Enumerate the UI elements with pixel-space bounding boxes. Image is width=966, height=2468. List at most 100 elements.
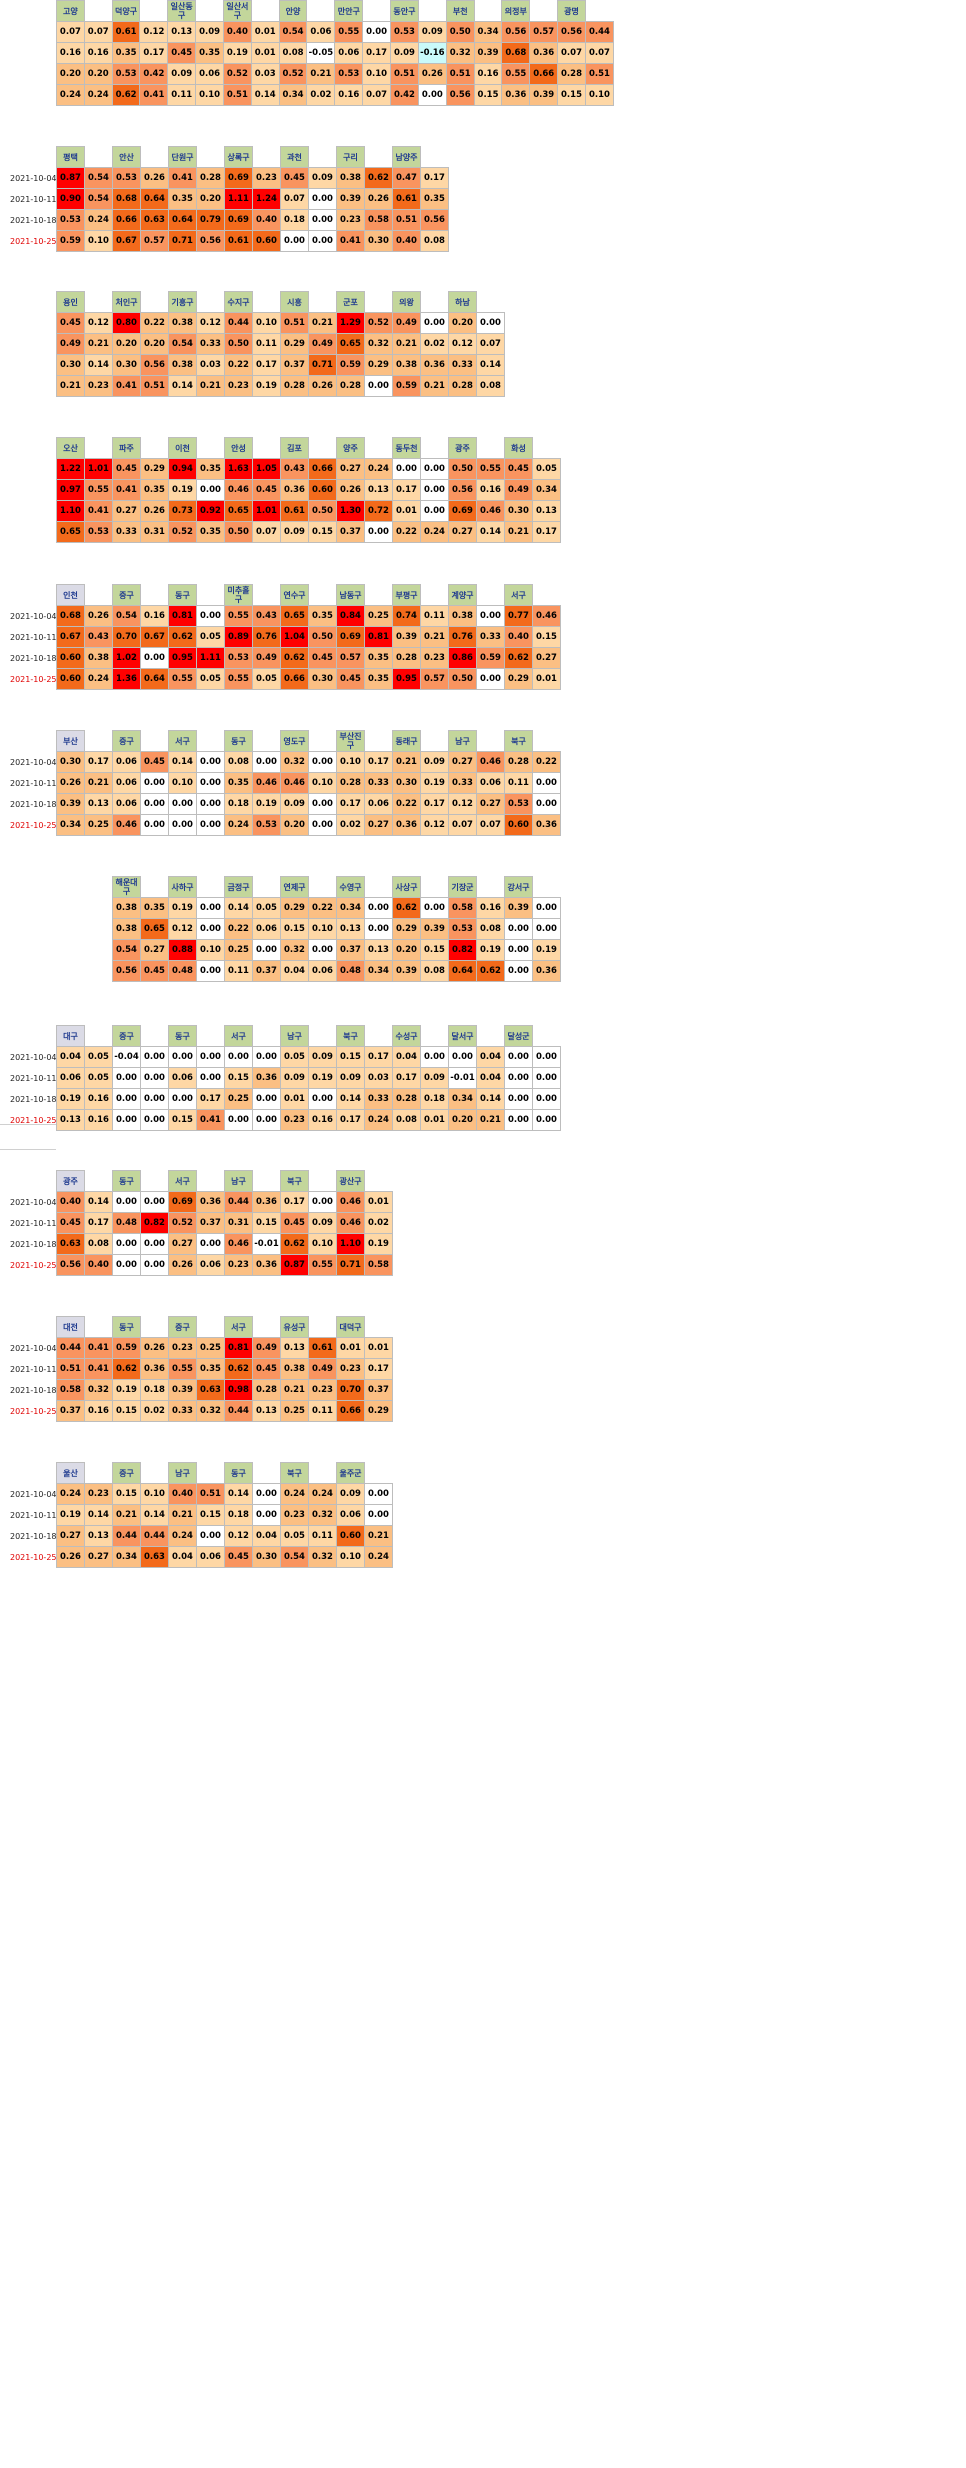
rent-change-cell: 0.00	[252, 1504, 281, 1526]
rent-change-cell: 0.24	[364, 1546, 393, 1568]
sale-change-cell: 0.58	[448, 897, 477, 919]
sale-change-cell: 0.68	[501, 42, 531, 64]
weekly-change-row: 0.59 0.10 0.67 0.57 0.71 0.56 0.61 0.60 0.00 0.00…	[56, 230, 449, 252]
rent-change-cell: 0.16	[140, 605, 169, 627]
rent-change-cell: 0.12	[84, 312, 113, 334]
sale-change-cell: 0.57	[336, 647, 365, 669]
rent-change-cell: 0.17	[139, 42, 169, 64]
rent-change-cell: 0.35	[364, 668, 393, 690]
week-date-label: 2021-10-25	[10, 1116, 57, 1125]
rent-change-cell: 0.00	[196, 793, 225, 815]
sale-change-cell: 0.29	[280, 897, 309, 919]
sale-change-cell: 0.67	[112, 230, 141, 252]
sale-change-cell: 0.84	[336, 605, 365, 627]
sale-change-cell: 0.67	[56, 626, 85, 648]
rent-change-cell: 0.00	[252, 1046, 281, 1068]
rent-change-cell: 0.57	[420, 668, 449, 690]
header-spacer	[476, 730, 505, 752]
sale-change-cell: 0.51	[222, 84, 252, 106]
rent-change-cell: 0.10	[84, 230, 113, 252]
sale-change-cell: 1.10	[336, 1233, 365, 1255]
week-date-label: 2021-10-11	[10, 1219, 57, 1228]
rent-change-cell: 0.24	[84, 209, 113, 231]
weekly-change-row: 0.20 0.20 0.53 0.42 0.09 0.06 0.52 0.03 0.52 0.21…	[56, 63, 615, 85]
sale-change-cell: 0.48	[336, 960, 365, 982]
sale-change-cell: 0.00	[112, 1067, 141, 1089]
sale-change-cell: 0.19	[56, 1504, 85, 1526]
rent-change-cell: 0.22	[140, 312, 169, 334]
rent-change-cell: 0.43	[252, 605, 281, 627]
sale-change-cell: 0.00	[112, 1109, 141, 1131]
week-date-label: 2021-10-18	[10, 216, 57, 225]
region-name-header: 동구	[112, 1170, 141, 1192]
region-name-header: 동구	[168, 1025, 197, 1047]
sale-change-cell: 0.27	[336, 458, 365, 480]
rent-change-cell: 0.17	[364, 1046, 393, 1068]
header-spacer	[420, 730, 449, 752]
sale-change-cell: 0.60	[56, 668, 85, 690]
sale-change-cell: 0.21	[392, 333, 421, 355]
region-block-daejeon: 대전 동구 중구 서구 유성구 대덕구 0.44 0.41 0.59 0.26 0.23 0.25 0.…	[56, 1316, 393, 1422]
sale-change-cell: 0.04	[280, 960, 309, 982]
sale-change-cell: 0.33	[448, 354, 477, 376]
sale-change-cell: 0.00	[168, 793, 197, 815]
sale-change-cell: 0.50	[448, 668, 477, 690]
sale-change-cell: 0.36	[280, 479, 309, 501]
rent-change-cell: 0.08	[84, 1233, 113, 1255]
rent-change-cell: 0.24	[364, 1109, 393, 1131]
rent-change-cell: 0.63	[140, 1546, 169, 1568]
region-name-header: 중구	[112, 1025, 141, 1047]
region-name-header: 대덕구	[336, 1316, 365, 1338]
sale-change-cell: 0.61	[280, 500, 309, 522]
rent-change-cell: 0.14	[476, 1088, 505, 1110]
sale-change-cell: 0.60	[56, 647, 85, 669]
header-spacer	[306, 0, 335, 22]
sale-change-cell: 0.07	[280, 188, 309, 210]
header-spacer	[252, 291, 281, 313]
sale-change-cell: 0.45	[504, 458, 533, 480]
sale-change-cell: 0.29	[280, 333, 309, 355]
sale-change-cell: 0.64	[168, 209, 197, 231]
sale-change-cell: 0.36	[501, 84, 531, 106]
sale-change-cell: 0.52	[278, 63, 308, 85]
sale-change-cell: 0.44	[112, 1525, 141, 1547]
region-name-header: 동구	[224, 1462, 253, 1484]
region-name-header: 해운대구	[112, 876, 141, 898]
region-name-header: 연수구	[280, 584, 309, 606]
sale-change-cell: 0.00	[504, 1109, 533, 1131]
rent-change-cell: 0.28	[252, 1379, 281, 1401]
rent-change-cell: 0.24	[308, 1483, 337, 1505]
rent-change-cell: 0.39	[529, 84, 559, 106]
rent-change-cell: 0.34	[364, 960, 393, 982]
rent-change-cell: 0.00	[196, 605, 225, 627]
header-spacer	[140, 876, 169, 898]
rent-change-cell: 0.35	[196, 1358, 225, 1380]
sale-change-cell: 0.80	[112, 312, 141, 334]
weekly-change-row: 0.37 0.16 0.15 0.02 0.33 0.32 0.44 0.13 0.25 0.11…	[56, 1400, 393, 1422]
rent-change-cell: 0.01	[250, 42, 280, 64]
sale-change-cell: 0.00	[448, 1046, 477, 1068]
rent-change-cell: 0.06	[196, 1546, 225, 1568]
header-spacer	[196, 876, 225, 898]
sale-change-cell: 0.49	[504, 479, 533, 501]
region-name-header: 기장군	[448, 876, 477, 898]
sale-change-cell: 0.43	[280, 458, 309, 480]
rent-change-cell: 0.79	[196, 209, 225, 231]
rent-change-cell: 0.39	[473, 42, 503, 64]
rent-change-cell: 0.14	[476, 354, 505, 376]
rent-change-cell: 0.29	[364, 1400, 393, 1422]
rent-change-cell: 0.17	[252, 354, 281, 376]
sale-change-cell: 0.20	[448, 312, 477, 334]
rent-change-cell: 0.35	[196, 521, 225, 543]
rent-change-cell: 0.13	[84, 1525, 113, 1547]
header-spacer	[308, 1316, 337, 1338]
region-block-gyeonggi1: 고양 덕양구 일산동구 일산서구 안양 만안구 동안구 부천 의정부 광명 0.07 0.07 0.61…	[56, 0, 615, 106]
rent-change-cell: 0.00	[196, 814, 225, 836]
sale-change-cell: 0.06	[112, 751, 141, 773]
sale-change-cell: 0.14	[336, 1088, 365, 1110]
week-date-label: 2021-10-04	[10, 758, 57, 767]
sale-change-cell: 0.55	[501, 63, 531, 85]
sale-change-cell: 0.61	[111, 21, 141, 43]
sale-change-cell: 0.00	[112, 1254, 141, 1276]
sale-change-cell: 0.00	[392, 458, 421, 480]
